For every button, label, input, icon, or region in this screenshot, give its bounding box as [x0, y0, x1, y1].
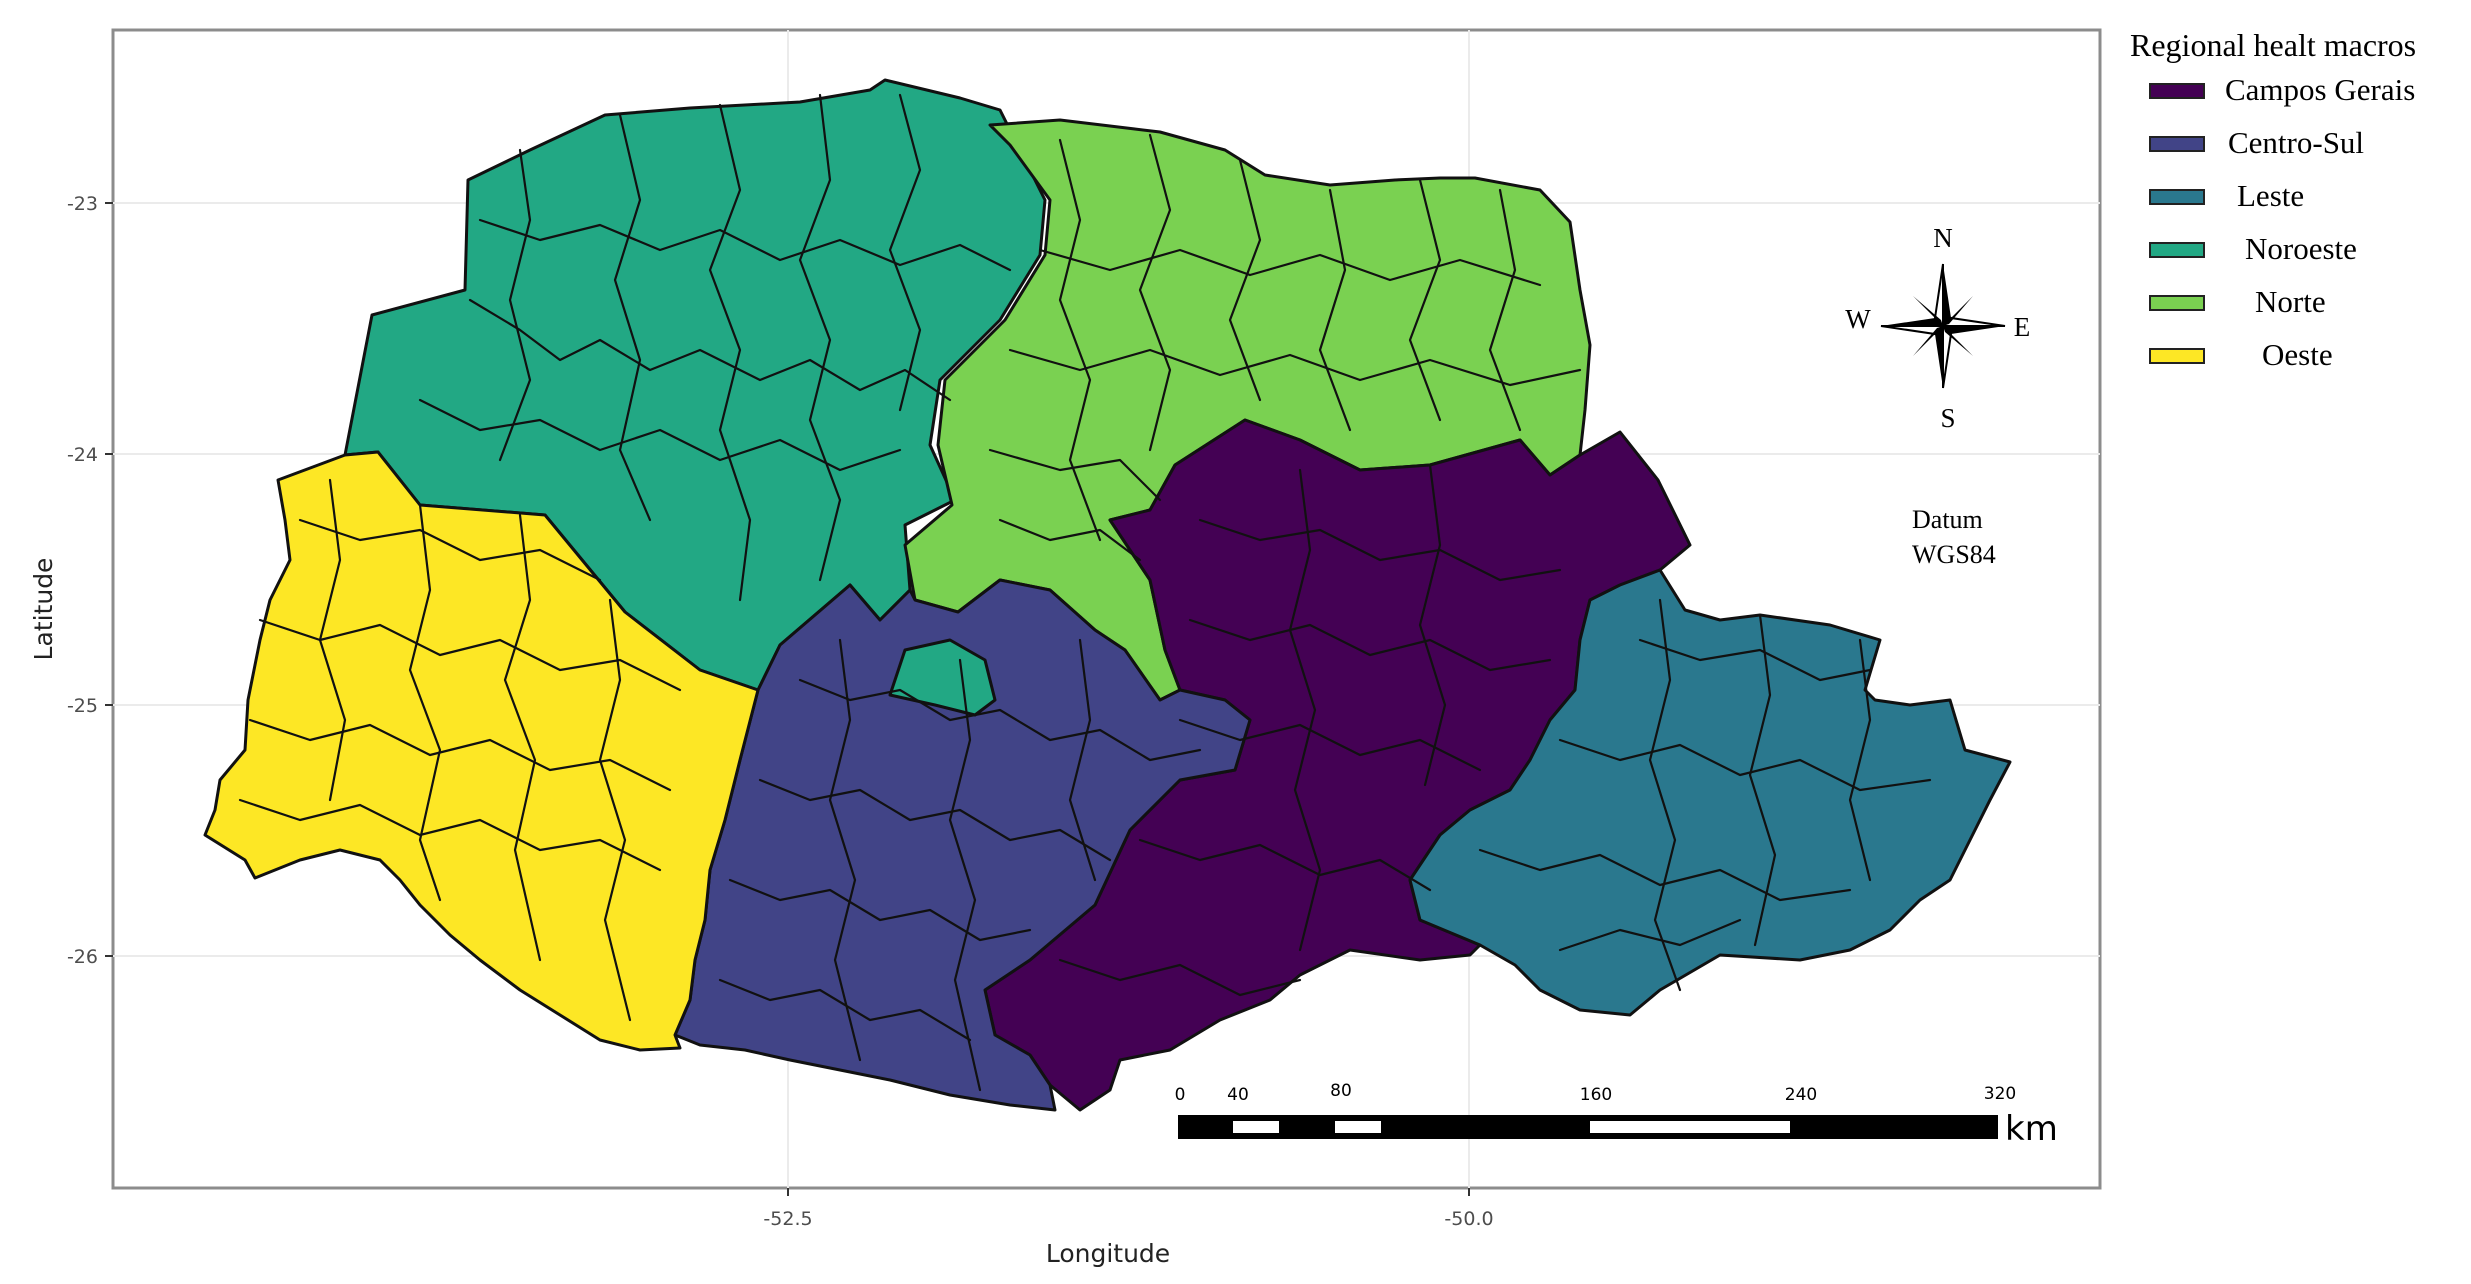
- legend: Regional healt macros Campos Gerais Centr…: [2130, 27, 2416, 372]
- legend-key: [2149, 136, 2205, 152]
- scale-label: 240: [1785, 1085, 1817, 1105]
- scale-unit: km: [2005, 1109, 2058, 1149]
- legend-label: Campos Gerais: [2225, 72, 2415, 107]
- legend-label: Norte: [2255, 284, 2326, 319]
- legend-key: [2149, 348, 2205, 364]
- region-noroeste-enclave: [888, 638, 997, 717]
- compass-north-label: N: [1933, 223, 1953, 253]
- y-tick-label: -26: [67, 946, 98, 968]
- y-tick-label: -23: [67, 193, 98, 215]
- scale-bar: [1178, 1115, 1998, 1139]
- legend-label: Leste: [2237, 178, 2304, 213]
- scale-label: 0: [1175, 1085, 1186, 1105]
- legend-key: [2149, 83, 2205, 99]
- scale-label: 160: [1580, 1085, 1612, 1105]
- scale-label: 40: [1227, 1085, 1249, 1105]
- y-tick-label: -24: [67, 444, 98, 466]
- datum-value: WGS84: [1912, 540, 1996, 569]
- x-axis-title: Longitude: [1046, 1239, 1170, 1268]
- scale-label: 80: [1330, 1081, 1352, 1101]
- legend-key: [2149, 295, 2205, 311]
- scale-label: 320: [1984, 1084, 2016, 1104]
- compass-east-label: E: [2014, 312, 2031, 342]
- region-oeste: [203, 450, 760, 1052]
- x-tick-label: -50.0: [1444, 1208, 1493, 1230]
- legend-label: Centro-Sul: [2228, 125, 2364, 160]
- municipal-boundaries: [238, 93, 1932, 1092]
- legend-key: [2149, 189, 2205, 205]
- scale-bar-segment: [1590, 1121, 1790, 1133]
- datum-label: Datum: [1912, 505, 1983, 534]
- legend-key: [2149, 242, 2205, 258]
- legend-label: Oeste: [2262, 337, 2333, 372]
- region-leste: [1408, 568, 2012, 1017]
- legend-title: Regional healt macros: [2130, 27, 2416, 63]
- regions: [203, 78, 2012, 1112]
- compass-west-label: W: [1845, 304, 1871, 334]
- compass-south-label: S: [1940, 403, 1955, 433]
- scale-bar-segment: [1233, 1121, 1279, 1133]
- y-tick-label: -25: [67, 695, 98, 717]
- compass-rose: [1880, 263, 2006, 389]
- y-axis-title: Latitude: [29, 558, 58, 661]
- axis-ticks: [105, 202, 1470, 1196]
- scale-bar-segment: [1335, 1121, 1381, 1133]
- x-tick-label: -52.5: [763, 1208, 812, 1230]
- legend-label: Noroeste: [2245, 231, 2357, 266]
